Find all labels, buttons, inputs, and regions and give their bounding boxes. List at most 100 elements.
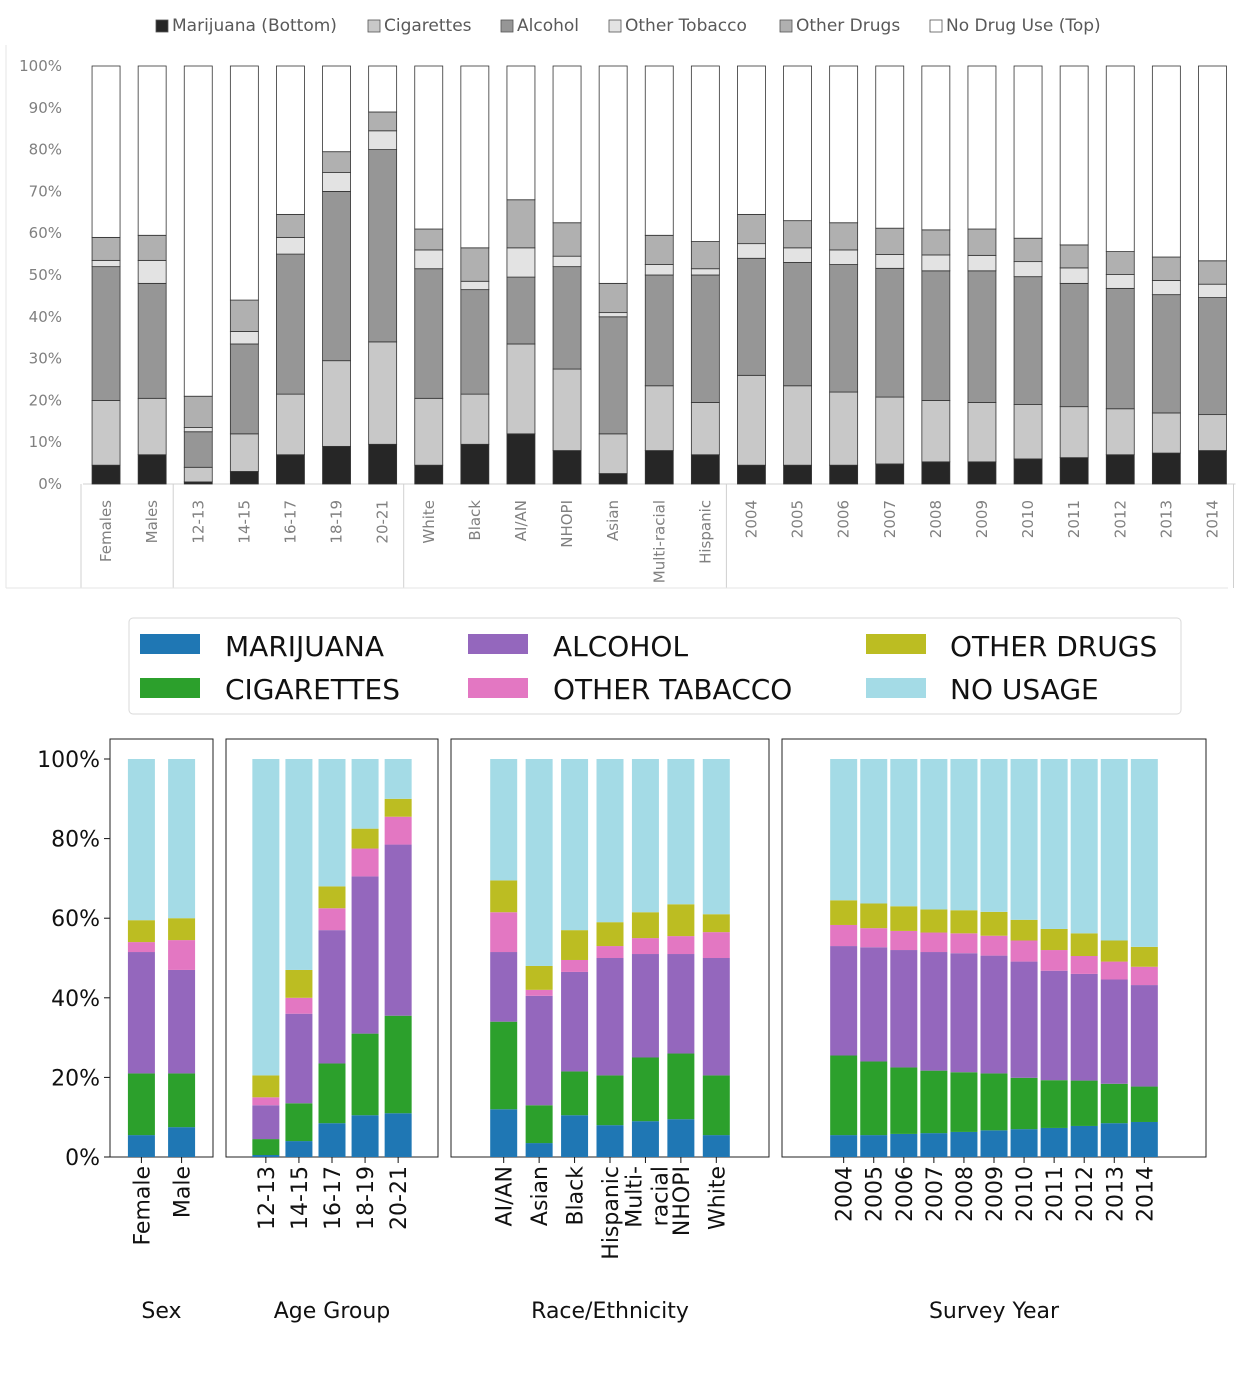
bar-segment-cigarettes: [460, 393, 490, 445]
y-tick-label: 0%: [38, 475, 62, 493]
facet-race-ethnicity: AI/AN Asian Black HispanicMulti-racialNHOPI…: [450, 738, 770, 1324]
category-label: 2006: [835, 500, 853, 538]
category-label: 2005: [863, 1166, 888, 1222]
bar-segment-other-tabacco: [631, 938, 659, 955]
bar-segment-other-tobacco: [460, 280, 490, 291]
bar-segment-other-drugs: [783, 220, 812, 249]
bar-segment-marijuana-bottom: [1013, 458, 1043, 485]
bar-segment-marijuana: [318, 1123, 346, 1157]
category-label: 2014: [1133, 1166, 1158, 1222]
category-label: 2014: [1203, 500, 1221, 538]
bar-segment-other-drugs: [322, 151, 351, 173]
bar-segment-marijuana: [384, 1113, 412, 1157]
bar-segment-other-drugs: [980, 911, 1008, 936]
bar-segment-no-drug-use-top: [598, 65, 628, 284]
bar-segment-cigarettes: [384, 1015, 412, 1114]
bar-segment-cigarettes: [667, 1053, 695, 1120]
bar-segment-other-tobacco: [414, 249, 444, 270]
bar-segment-marijuana: [168, 1127, 196, 1157]
bar-segment-marijuana: [1010, 1129, 1038, 1157]
bar-segment-marijuana: [920, 1133, 948, 1157]
bar-segment-alcohol: [285, 1013, 313, 1104]
bar-segment-alcohol: [276, 253, 305, 395]
bar-segment-other-drugs: [351, 828, 379, 849]
bar-segment-no-drug-use-top: [690, 65, 720, 242]
bar-segment-alcohol: [552, 266, 582, 370]
bar-segment-other-tabacco: [525, 989, 553, 996]
bar-segment-other-drugs: [598, 282, 628, 314]
y-tick-label: 100%: [37, 748, 100, 773]
bar-segment-other-tobacco: [368, 130, 398, 150]
bar-segment-other-tobacco: [506, 247, 536, 278]
bar-segment-other-tobacco: [967, 254, 997, 272]
bar-segment-no-usage: [1010, 759, 1038, 920]
bar-segment-alcohol: [1100, 979, 1128, 1084]
y-tick-label: 80%: [29, 141, 62, 159]
bar-segment-no-usage: [667, 759, 695, 905]
bar-segment-marijuana: [351, 1115, 379, 1157]
bar-segment-no-usage: [525, 759, 553, 966]
bar-segment-marijuana: [490, 1109, 518, 1157]
bar-segment-other-tabacco: [318, 908, 346, 931]
bar-segment-no-drug-use-top: [1198, 65, 1227, 262]
bar-segment-other-drugs: [920, 909, 948, 933]
bar-segment-cigarettes: [1105, 408, 1135, 456]
bar-segment-marijuana-bottom: [921, 461, 951, 485]
bar-segment-no-usage: [351, 759, 379, 829]
bar-segment-cigarettes: [1151, 412, 1181, 454]
bar-segment-cigarettes: [783, 385, 812, 466]
bar-segment-marijuana-bottom: [368, 443, 398, 485]
legend-swatch-marijuana-bottom: [155, 19, 169, 33]
bar-segment-other-tabacco: [1010, 940, 1038, 962]
category-label: 12-13: [255, 1166, 280, 1230]
bar-segment-marijuana: [1130, 1121, 1158, 1157]
bar-segment-other-tabacco: [384, 816, 412, 845]
bar-segment-no-drug-use-top: [552, 65, 582, 224]
bar-segment-other-tobacco: [1105, 274, 1135, 289]
bar-segment-cigarettes: [631, 1057, 659, 1122]
bar-segment-no-usage: [1040, 759, 1068, 929]
bar-segment-other-tobacco: [783, 247, 812, 263]
facet-title: Age Group: [274, 1299, 391, 1324]
bar-segment-alcohol: [980, 955, 1008, 1074]
bar-segment-alcohol: [598, 316, 628, 435]
bar-segment-no-drug-use-top: [875, 65, 905, 229]
bar-segment-no-usage: [561, 759, 589, 931]
bar-segment-cigarettes: [1198, 414, 1227, 451]
bar-segment-cigarettes: [644, 385, 674, 451]
category-label: 2008: [953, 1166, 978, 1222]
bar-segment-alcohol: [318, 930, 346, 1064]
bar-segment-other-drugs: [561, 930, 589, 960]
bar-segment-cigarettes: [890, 1067, 918, 1134]
bar-segment-other-drugs: [252, 1075, 280, 1098]
bar-segment-no-drug-use-top: [737, 65, 766, 215]
category-label: Hispanic: [599, 1166, 624, 1260]
bar-segment-marijuana: [1100, 1123, 1128, 1157]
category-label: 2009: [973, 500, 991, 538]
bar-segment-alcohol: [127, 952, 155, 1074]
bar-segment-marijuana: [890, 1133, 918, 1157]
bar-segment-other-tobacco: [276, 236, 305, 255]
bar-segment-other-drugs: [967, 228, 997, 256]
legend-label-cigarettes: Cigarettes: [384, 16, 472, 36]
bar-segment-cigarettes: [525, 1105, 553, 1144]
bar-segment-marijuana: [525, 1143, 553, 1157]
bar-segment-other-drugs: [384, 798, 412, 817]
bar-segment-other-drugs: [183, 395, 213, 428]
bar-segment-other-tabacco: [490, 912, 518, 953]
bar-segment-cigarettes: [1059, 406, 1089, 459]
bar-segment-alcohol: [384, 844, 412, 1016]
chart-top-grayscale: Marijuana (Bottom) Cigarettes Alcohol Other…: [5, 16, 1236, 589]
bar-segment-cigarettes: [921, 399, 951, 463]
bar-segment-no-drug-use-top: [229, 65, 259, 301]
bar-segment-no-usage: [1070, 759, 1098, 934]
bar-segment-other-tabacco: [950, 933, 978, 954]
bar-segment-alcohol: [667, 954, 695, 1054]
bar-segment-other-tobacco: [91, 259, 121, 268]
bar-segment-cigarettes: [414, 397, 444, 466]
y-tick-label: 80%: [51, 828, 100, 853]
bar-segment-no-drug-use-top: [1105, 65, 1135, 252]
bar-segment-other-tabacco: [980, 935, 1008, 956]
facet-age-group: 12-13 14-15 16-17 18-19 20-21 Age Group: [225, 738, 439, 1324]
bar-segment-marijuana-bottom: [644, 450, 674, 485]
